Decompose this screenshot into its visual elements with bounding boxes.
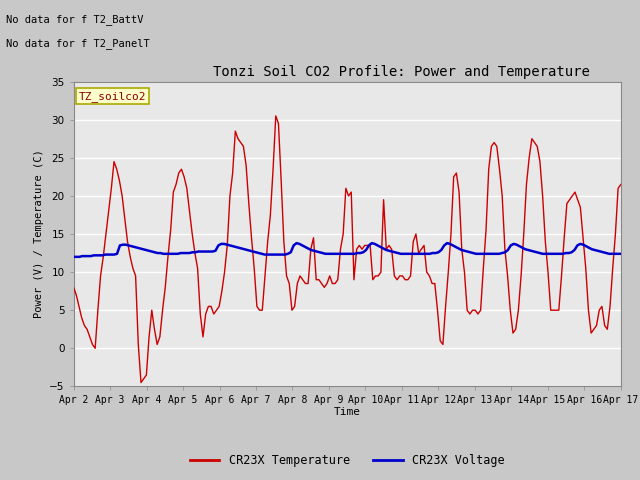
Title: Tonzi Soil CO2 Profile: Power and Temperature: Tonzi Soil CO2 Profile: Power and Temper… [214, 65, 590, 79]
Text: No data for f T2_BattV: No data for f T2_BattV [6, 14, 144, 25]
X-axis label: Time: Time [333, 407, 361, 417]
Legend: CR23X Temperature, CR23X Voltage: CR23X Temperature, CR23X Voltage [185, 449, 509, 472]
Y-axis label: Power (V) / Temperature (C): Power (V) / Temperature (C) [34, 150, 44, 318]
Text: TZ_soilco2: TZ_soilco2 [79, 91, 147, 102]
Text: No data for f T2_PanelT: No data for f T2_PanelT [6, 38, 150, 49]
